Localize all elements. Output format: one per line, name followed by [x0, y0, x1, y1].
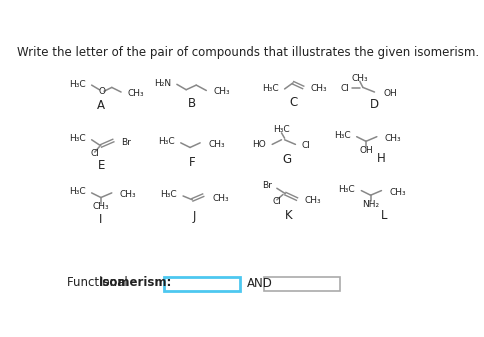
Text: O: O [98, 87, 105, 96]
Text: F: F [189, 156, 195, 170]
Text: H₃C: H₃C [338, 185, 354, 193]
Text: H₃C: H₃C [69, 134, 86, 143]
Text: H₃C: H₃C [333, 131, 350, 140]
Text: CH₃: CH₃ [213, 87, 229, 96]
FancyBboxPatch shape [263, 277, 339, 291]
Text: CH₃: CH₃ [208, 140, 225, 149]
Text: J: J [193, 210, 196, 223]
Text: Cl: Cl [339, 84, 348, 93]
Text: C: C [288, 96, 297, 109]
Text: OH: OH [358, 146, 372, 155]
Text: CH₃: CH₃ [389, 188, 405, 196]
Text: I: I [99, 213, 103, 225]
Text: CH₃: CH₃ [304, 196, 321, 205]
Text: CH₃: CH₃ [351, 74, 367, 83]
Text: A: A [97, 99, 105, 112]
Text: H: H [377, 152, 385, 165]
Text: Br: Br [262, 181, 272, 190]
Text: H₃C: H₃C [69, 80, 86, 89]
Text: NH₂: NH₂ [362, 200, 378, 209]
Text: H₃C: H₃C [69, 187, 86, 196]
Text: H₂N: H₂N [154, 79, 171, 88]
Text: Br: Br [121, 137, 131, 147]
Text: G: G [282, 153, 291, 166]
Text: B: B [188, 97, 196, 110]
Text: OH: OH [383, 89, 397, 98]
Text: Isomerism:: Isomerism: [99, 276, 172, 289]
Text: HO: HO [252, 140, 265, 149]
Text: H₃C: H₃C [158, 137, 174, 146]
Text: CH₃: CH₃ [310, 85, 326, 93]
Text: H₃C: H₃C [160, 190, 177, 199]
Text: CH₃: CH₃ [212, 194, 228, 203]
Text: H₃C: H₃C [261, 84, 278, 93]
Text: CH₃: CH₃ [119, 190, 136, 199]
Text: H₃C: H₃C [272, 125, 289, 134]
Text: Cl: Cl [90, 149, 99, 158]
Text: E: E [98, 159, 105, 172]
Text: Write the letter of the pair of compounds that illustrates the given isomerism.: Write the letter of the pair of compound… [17, 46, 478, 59]
Text: L: L [380, 209, 387, 222]
Text: AND: AND [246, 277, 272, 290]
Text: Cl: Cl [272, 197, 281, 206]
Text: CH₃: CH₃ [384, 134, 400, 143]
Text: CH₃: CH₃ [92, 202, 109, 211]
Text: Cl: Cl [301, 142, 310, 150]
Text: K: K [284, 209, 292, 222]
Text: D: D [369, 98, 378, 111]
Text: CH₃: CH₃ [127, 89, 144, 98]
FancyBboxPatch shape [164, 277, 239, 291]
Text: Functional: Functional [67, 276, 131, 289]
